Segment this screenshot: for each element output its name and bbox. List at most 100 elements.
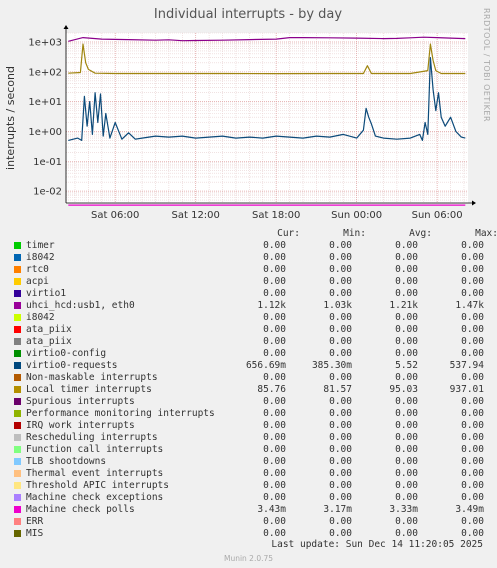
- legend-row: uhci_hcd:usb1, eth0 1.12k 1.03k 1.21k 1.47k: [14, 300, 484, 312]
- legend-value-max: 0.00: [461, 240, 484, 251]
- legend-value-cur: 0.00: [263, 288, 286, 299]
- legend-value-avg: 3.33m: [389, 504, 418, 515]
- y-tick-label: 1e-02: [33, 187, 62, 198]
- legend-value-min: 81.57: [323, 384, 352, 395]
- legend-value-cur: 0.00: [263, 264, 286, 275]
- legend-value-cur: 0.00: [263, 324, 286, 335]
- legend-value-cur: 0.00: [263, 444, 286, 455]
- legend-row: Threshold APIC interrupts 0.00 0.00 0.00 0.0…: [14, 480, 484, 492]
- legend-value-cur: 0.00: [263, 252, 286, 263]
- legend-row: Local timer interrupts 85.76 81.57 95.03 937…: [14, 384, 484, 396]
- legend-value-min: 0.00: [329, 264, 352, 275]
- legend-row: ata_piix 0.00 0.00 0.00 0.00: [14, 336, 484, 348]
- legend-row: Performance monitoring interrupts 0.00 0.0…: [14, 408, 484, 420]
- last-update: Last update: Sun Dec 14 11:20:05 2025: [271, 539, 483, 550]
- legend-value-avg: 95.03: [389, 384, 418, 395]
- legend-value-cur: 0.00: [263, 276, 286, 287]
- legend-row: Rescheduling interrupts 0.00 0.00 0.00 0.00: [14, 432, 484, 444]
- legend-row: Machine check polls 3.43m 3.17m 3.33m 3.49m: [14, 504, 484, 516]
- legend-swatch: [14, 278, 21, 285]
- y-tick-label: 1e+00: [28, 127, 62, 138]
- legend-swatch: [14, 398, 21, 405]
- series-line-0: [68, 36, 466, 42]
- legend-series-name: Spurious interrupts: [26, 396, 135, 407]
- legend-value-cur: 0.00: [263, 432, 286, 443]
- legend-value-avg: 1.21k: [389, 300, 418, 311]
- legend-series-name: Local timer interrupts: [26, 384, 152, 395]
- legend-value-min: 0.00: [329, 444, 352, 455]
- legend-value-min: 0.00: [329, 240, 352, 251]
- legend-value-avg: 0.00: [395, 252, 418, 263]
- legend-row: Machine check exceptions 0.00 0.00 0.00 0.00: [14, 492, 484, 504]
- legend-value-avg: 0.00: [395, 444, 418, 455]
- legend-value-avg: 0.00: [395, 348, 418, 359]
- legend-value-max: 0.00: [461, 252, 484, 263]
- legend-swatch: [14, 530, 21, 537]
- legend-value-avg: 0.00: [395, 468, 418, 479]
- legend-series-name: TLB shootdowns: [26, 456, 107, 467]
- legend-swatch: [14, 434, 21, 441]
- legend-value-min: 0.00: [329, 408, 352, 419]
- legend-value-min: 0.00: [329, 528, 352, 539]
- series-line-2: [68, 56, 466, 141]
- legend-value-min: 0.00: [329, 336, 352, 347]
- legend-series-name: Performance monitoring interrupts: [26, 408, 215, 419]
- legend-value-min: 0.00: [329, 516, 352, 527]
- legend-value-cur: 0.00: [263, 396, 286, 407]
- legend-value-avg: 0.00: [395, 456, 418, 467]
- legend-row: IRQ work interrupts 0.00 0.00 0.00 0.00: [14, 420, 484, 432]
- chart: 1e+03 1e+02 1e+01 1e+00 1e-01 1e-02 Sat 06:00…: [0, 0, 497, 230]
- legend-value-cur: 0.00: [263, 420, 286, 431]
- legend-value-max: 0.00: [461, 420, 484, 431]
- legend-value-max: 0.00: [461, 408, 484, 419]
- y-tick-label: 1e+02: [28, 67, 62, 78]
- legend-value-min: 0.00: [329, 420, 352, 431]
- legend-value-max: 3.49m: [455, 504, 484, 515]
- legend-row: timer 0.00 0.00 0.00 0.00: [14, 240, 484, 252]
- y-tick-label: 1e+01: [28, 97, 62, 108]
- legend-swatch: [14, 350, 21, 357]
- legend-value-max: 0.00: [461, 348, 484, 359]
- legend-value-avg: 0.00: [395, 420, 418, 431]
- legend-series-name: timer: [26, 240, 55, 251]
- legend-row: acpi 0.00 0.00 0.00 0.00: [14, 276, 484, 288]
- legend-value-min: 0.00: [329, 288, 352, 299]
- legend-series-name: i8042: [26, 252, 55, 263]
- x-tick-label: Sun 06:00: [412, 210, 463, 221]
- legend-value-cur: 0.00: [263, 456, 286, 467]
- legend-swatch: [14, 242, 21, 249]
- legend-swatch: [14, 494, 21, 501]
- legend-series-name: Thermal event interrupts: [26, 468, 164, 479]
- legend-value-avg: 0.00: [395, 396, 418, 407]
- y-tick-labels: 1e+03 1e+02 1e+01 1e+00 1e-01 1e-02: [28, 37, 62, 197]
- legend-value-max: 0.00: [461, 480, 484, 491]
- legend-swatch: [14, 254, 21, 261]
- legend-value-min: 0.00: [329, 396, 352, 407]
- legend-swatch: [14, 290, 21, 297]
- legend-swatch: [14, 422, 21, 429]
- legend-series-name: ERR: [26, 516, 44, 527]
- legend-value-cur: 0.00: [263, 528, 286, 539]
- legend-value-cur: 0.00: [263, 372, 286, 383]
- legend-series-name: acpi: [26, 276, 49, 287]
- legend-value-avg: 0.00: [395, 516, 418, 527]
- legend-row: MIS 0.00 0.00 0.00 0.00: [14, 528, 484, 540]
- legend-value-cur: 0.00: [263, 408, 286, 419]
- legend-swatch: [14, 314, 21, 321]
- legend-value-max: 0.00: [461, 324, 484, 335]
- plot-area: [66, 33, 468, 203]
- legend-value-max: 0.00: [461, 468, 484, 479]
- legend-value-avg: 0.00: [395, 324, 418, 335]
- legend-series-name: ata_piix: [26, 324, 72, 335]
- legend-series-name: Threshold APIC interrupts: [26, 480, 169, 491]
- legend-row: virtio1 0.00 0.00 0.00 0.00: [14, 288, 484, 300]
- legend-swatch: [14, 338, 21, 345]
- legend-swatch: [14, 518, 21, 525]
- legend-series-name: virtio0-config: [26, 348, 107, 359]
- rrdtool-credit: RRDTOOL / TOBI OETIKER: [482, 8, 491, 122]
- legend-swatch: [14, 362, 21, 369]
- legend-series-name: rtc0: [26, 264, 49, 275]
- legend-swatch: [14, 410, 21, 417]
- legend-header-max: Max:: [475, 228, 497, 239]
- legend-value-cur: 656.69m: [245, 360, 286, 371]
